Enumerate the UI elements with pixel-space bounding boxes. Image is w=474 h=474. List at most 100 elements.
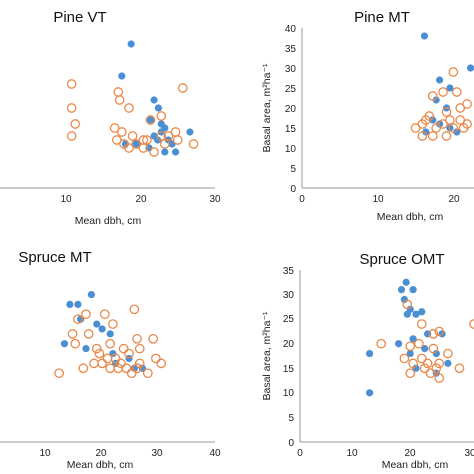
data-point-open bbox=[419, 363, 430, 374]
x-tick-label: 20 bbox=[448, 194, 460, 205]
data-point-filled bbox=[418, 308, 426, 316]
data-point-open bbox=[427, 91, 438, 101]
scatter-panel-3: Spruce MT 10 20 30 40 Mean dbh, cm bbox=[0, 249, 221, 471]
data-point-filled bbox=[150, 96, 158, 104]
data-point-open bbox=[148, 333, 159, 344]
data-point-filled bbox=[446, 124, 454, 132]
data-point-filled bbox=[432, 96, 440, 104]
x-tick-label: 0 bbox=[299, 194, 305, 205]
data-point-open bbox=[109, 123, 120, 133]
x-tick-label: 0 bbox=[297, 448, 303, 459]
data-point-open bbox=[66, 79, 77, 89]
data-point-open bbox=[408, 358, 418, 369]
y-tick-label: 30 bbox=[285, 64, 297, 75]
panel-title: Pine MT bbox=[354, 9, 410, 26]
data-point-filled bbox=[74, 300, 82, 308]
data-point-filled bbox=[453, 128, 461, 136]
data-point-filled bbox=[409, 286, 417, 294]
data-point-open bbox=[149, 147, 159, 157]
data-point-filled bbox=[154, 104, 162, 112]
data-point-filled bbox=[409, 335, 417, 343]
data-point-open bbox=[124, 103, 134, 113]
y-tick-label: 35 bbox=[285, 44, 297, 55]
data-point-open bbox=[188, 139, 199, 149]
x-axis-label: Mean dbh, cm bbox=[67, 459, 134, 471]
y-tick-label: 30 bbox=[283, 290, 295, 301]
data-point-open bbox=[170, 127, 181, 137]
data-point-open bbox=[111, 135, 122, 145]
data-point-filled bbox=[132, 140, 140, 148]
data-point-open bbox=[156, 111, 167, 121]
data-point-filled bbox=[82, 345, 90, 353]
x-axis-label: Mean dbh, cm bbox=[377, 211, 444, 223]
data-point-open bbox=[448, 67, 459, 77]
data-point-open bbox=[445, 115, 455, 125]
data-point-open bbox=[405, 341, 416, 352]
data-point-open bbox=[70, 338, 81, 349]
data-point-open bbox=[132, 363, 142, 374]
data-point-filled bbox=[429, 116, 437, 124]
x-tick-label: 30 bbox=[209, 194, 221, 205]
data-point-open bbox=[78, 363, 89, 374]
data-point-filled bbox=[171, 148, 180, 156]
data-point-filled bbox=[98, 325, 106, 333]
data-point-open bbox=[414, 338, 424, 349]
data-point-filled bbox=[125, 354, 133, 363]
data-point-open bbox=[73, 314, 83, 324]
data-point-open bbox=[116, 127, 127, 137]
y-axis-label: Basal area, m²ha⁻¹ bbox=[261, 63, 273, 152]
data-point-filled bbox=[406, 349, 414, 358]
data-point-open bbox=[402, 299, 413, 310]
data-point-open bbox=[163, 131, 174, 141]
data-point-open bbox=[434, 358, 445, 369]
data-point-open bbox=[451, 87, 462, 97]
data-point-open bbox=[425, 368, 436, 379]
panel-title: Pine VT bbox=[53, 9, 106, 26]
x-tick-label: 30 bbox=[464, 448, 474, 459]
data-point-filled bbox=[432, 349, 440, 358]
data-point-open bbox=[70, 119, 81, 129]
data-point-open bbox=[66, 103, 77, 113]
data-point-open bbox=[66, 131, 77, 141]
y-tick-label: 35 bbox=[283, 266, 295, 277]
data-point-filled bbox=[444, 359, 452, 367]
data-point-filled bbox=[421, 345, 429, 353]
panel-title: Spruce MT bbox=[18, 249, 91, 266]
data-point-open bbox=[410, 123, 421, 133]
data-point-open bbox=[131, 139, 142, 149]
data-point-open bbox=[105, 338, 116, 349]
data-point-filled bbox=[127, 40, 135, 48]
y-tick-label: 10 bbox=[283, 388, 295, 399]
data-point-open bbox=[462, 119, 472, 129]
y-tick-label: 10 bbox=[285, 144, 297, 155]
data-point-filled bbox=[154, 136, 162, 144]
data-point-open bbox=[126, 368, 137, 379]
y-tick-label: 15 bbox=[285, 124, 297, 135]
data-point-open bbox=[97, 358, 107, 369]
data-point-open bbox=[399, 353, 410, 364]
x-tick-label: 20 bbox=[95, 448, 107, 459]
data-point-open bbox=[113, 87, 124, 97]
data-point-open bbox=[177, 83, 188, 93]
data-point-open bbox=[142, 368, 153, 379]
data-point-filled bbox=[395, 340, 403, 348]
data-point-open bbox=[124, 348, 134, 359]
data-point-open bbox=[431, 123, 442, 133]
data-point-open bbox=[431, 363, 442, 374]
data-point-filled bbox=[420, 32, 429, 40]
data-point-filled bbox=[60, 340, 69, 348]
data-point-open bbox=[417, 131, 428, 141]
data-point-filled bbox=[400, 295, 408, 304]
data-point-filled bbox=[93, 320, 101, 328]
data-point-filled bbox=[412, 364, 420, 372]
data-point-filled bbox=[106, 330, 114, 338]
data-point-open bbox=[151, 353, 161, 364]
x-tick-label: 10 bbox=[39, 448, 51, 459]
data-point-open bbox=[81, 309, 91, 320]
data-point-open bbox=[127, 131, 138, 141]
data-point-open bbox=[110, 353, 121, 364]
data-point-filled bbox=[366, 389, 374, 397]
y-tick-label: 25 bbox=[283, 314, 295, 325]
data-point-open bbox=[443, 348, 453, 359]
data-point-filled bbox=[466, 64, 474, 72]
